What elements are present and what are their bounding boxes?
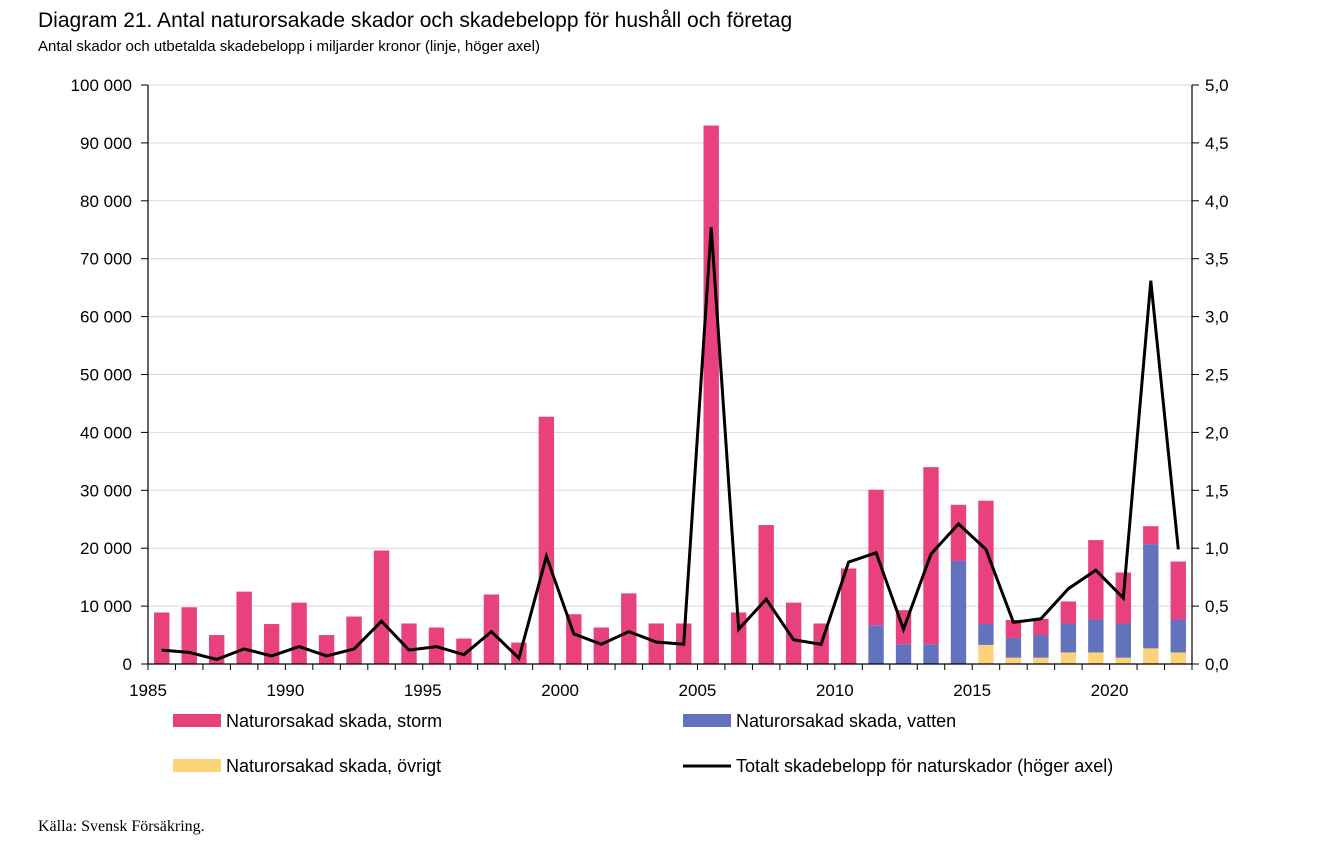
legend-label: Totalt skadebelopp för naturskador (höge… <box>736 756 1113 776</box>
y-left-tick-label: 90 000 <box>80 134 132 153</box>
bar <box>1060 601 1077 624</box>
x-tick-label: 1990 <box>266 681 304 700</box>
bar <box>785 602 802 664</box>
bar <box>840 568 857 664</box>
bar <box>373 550 390 664</box>
y-right-tick-label: 1,0 <box>1205 539 1229 558</box>
y-left-tick-label: 100 000 <box>71 76 132 95</box>
x-tick-label: 2020 <box>1091 681 1129 700</box>
legend-swatch <box>683 714 731 727</box>
x-tick-label: 2010 <box>816 681 854 700</box>
bar <box>1170 619 1186 653</box>
bar <box>1005 619 1022 638</box>
bar <box>291 602 307 664</box>
y-left-tick-label: 60 000 <box>80 308 132 327</box>
y-right-tick-label: 3,0 <box>1205 308 1229 327</box>
source-note: Källa: Svensk Försäkring. <box>38 818 205 835</box>
bar <box>1005 637 1022 658</box>
bar <box>483 594 500 664</box>
bar <box>868 489 884 626</box>
bar <box>401 623 417 664</box>
y-left-tick-label: 20 000 <box>80 539 132 558</box>
bar <box>346 616 362 664</box>
axes: 0 10 000 20 000 30 000 40 000 50 000 60 000 70 … <box>71 76 1229 700</box>
bar <box>1005 657 1022 664</box>
bar-series <box>154 125 1186 664</box>
bar <box>950 560 967 664</box>
y-right-tick-label: 2,0 <box>1205 423 1229 442</box>
bar <box>1088 619 1104 653</box>
y-left-tick-label: 50 000 <box>80 366 132 385</box>
bar <box>456 638 472 664</box>
bar <box>1033 657 1049 664</box>
bar <box>895 644 912 664</box>
line-series <box>161 227 1180 662</box>
legend-label: Naturorsakad skada, storm <box>226 711 442 731</box>
bar <box>1143 544 1159 649</box>
y-right-tick-label: 0,5 <box>1205 597 1229 616</box>
legend-swatch <box>173 759 221 772</box>
y-left-tick-label: 10 000 <box>80 597 132 616</box>
bar <box>758 525 774 664</box>
y-right-tick-label: 4,5 <box>1205 134 1229 153</box>
legend-label: Naturorsakad skada, vatten <box>736 711 956 731</box>
bar <box>1088 540 1104 620</box>
bar <box>1143 648 1159 664</box>
y-left-tick-label: 80 000 <box>80 192 132 211</box>
y-right-tick-label: 1,5 <box>1205 481 1229 500</box>
bar <box>1088 652 1104 664</box>
bar <box>621 593 637 664</box>
bar <box>318 635 335 664</box>
bar <box>1060 652 1077 664</box>
legend-swatch <box>173 714 221 727</box>
bar <box>978 624 994 645</box>
bar <box>950 504 967 561</box>
bar <box>1033 618 1049 636</box>
gridlines <box>148 84 1192 607</box>
bar <box>1115 623 1132 658</box>
bar <box>154 612 170 664</box>
bar <box>978 644 994 664</box>
y-left-tick-label: 70 000 <box>80 250 132 269</box>
y-left-tick-label: 0 <box>123 655 132 674</box>
y-right-tick-label: 5,0 <box>1205 76 1229 95</box>
bar <box>236 591 252 664</box>
legend-label: Naturorsakad skada, övrigt <box>226 756 441 776</box>
x-tick-label: 2000 <box>541 681 579 700</box>
y-right-tick-label: 3,5 <box>1205 250 1229 269</box>
x-tick-label: 2015 <box>953 681 991 700</box>
bar <box>648 623 664 664</box>
legend: Naturorsakad skada, storm Naturorsakad sk… <box>173 711 1113 776</box>
bar <box>538 416 555 664</box>
bar <box>923 644 939 664</box>
bar <box>978 500 994 625</box>
y-right-tick-label: 0,0 <box>1205 655 1229 674</box>
bar <box>263 624 280 664</box>
y-left-tick-label: 30 000 <box>80 481 132 500</box>
x-tick-label: 2005 <box>679 681 717 700</box>
bar <box>1170 561 1186 620</box>
x-tick-label: 1995 <box>404 681 442 700</box>
chart-canvas: 0 10 000 20 000 30 000 40 000 50 000 60 000 70 … <box>71 76 1229 776</box>
bar <box>1115 657 1132 664</box>
bar <box>868 625 884 664</box>
series-line <box>161 227 1180 662</box>
bar <box>1143 526 1159 545</box>
chart-subtitle: Antal skador och utbetalda skadebelopp i… <box>38 38 540 55</box>
bar <box>1170 652 1186 664</box>
y-right-tick-label: 4,0 <box>1205 192 1229 211</box>
bar <box>181 607 197 664</box>
x-tick-label: 1985 <box>129 681 167 700</box>
y-left-tick-label: 40 000 <box>80 423 132 442</box>
bar <box>703 125 719 664</box>
bar <box>1033 635 1049 658</box>
chart-title: Diagram 21. Antal naturorsakade skador o… <box>38 9 793 32</box>
bar <box>1060 623 1077 653</box>
y-right-tick-label: 2,5 <box>1205 366 1229 385</box>
